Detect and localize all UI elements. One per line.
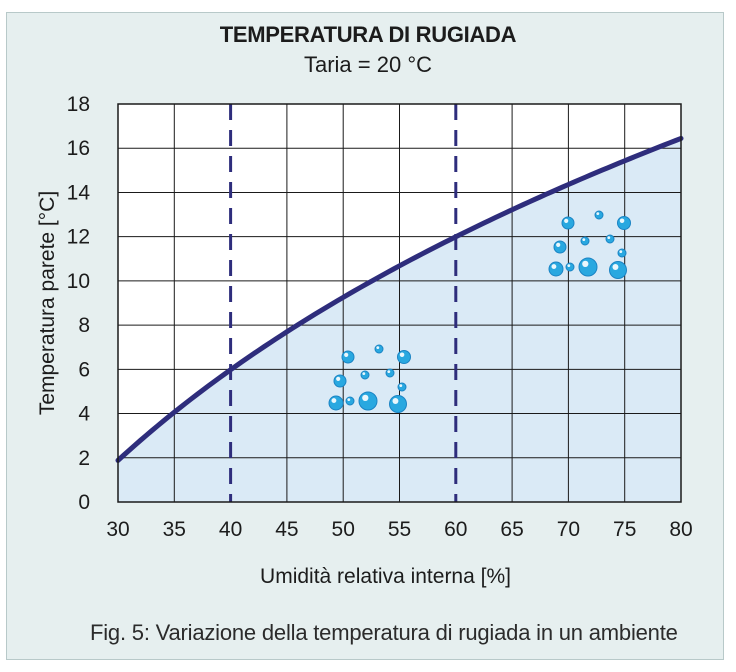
water-drop-icon (617, 248, 627, 258)
x-axis-label: Umidità relativa interna [%] (260, 565, 511, 588)
water-drop-icon (561, 216, 575, 230)
x-tick-label: 55 (388, 518, 411, 541)
water-drop-highlight (556, 242, 561, 247)
water-drop-icon (580, 236, 590, 246)
figure-caption: Fig. 5: Variazione della temperatura di … (90, 620, 678, 645)
water-drop-icon (389, 395, 407, 413)
y-axis-label: Temperatura parete [°C] (36, 191, 59, 415)
water-drop-highlight (376, 346, 380, 349)
water-drop-highlight (362, 394, 369, 401)
water-drop-icon (609, 261, 627, 279)
x-tick-label: 40 (219, 518, 242, 541)
water-drop-highlight (607, 236, 611, 240)
water-drop-icon (553, 240, 567, 254)
water-drop-highlight (619, 250, 623, 254)
water-drop-highlight (567, 264, 571, 267)
water-drop-highlight (551, 264, 557, 269)
x-tick-label: 45 (275, 518, 298, 541)
water-drop-highlight (564, 218, 569, 223)
x-tick-label: 50 (332, 518, 355, 541)
water-drop-icon (548, 261, 564, 277)
x-tick-label: 70 (557, 518, 580, 541)
x-tick-label: 65 (500, 518, 523, 541)
water-drop-highlight (347, 398, 351, 401)
water-drop-icon (605, 234, 615, 244)
water-drop-highlight (619, 218, 625, 224)
y-tick-label: 2 (78, 447, 90, 470)
water-drop-highlight (362, 372, 366, 375)
water-drop-icon (358, 391, 378, 411)
water-drop-icon (333, 374, 347, 388)
water-drop-highlight (336, 376, 341, 381)
water-drop-icon (617, 216, 631, 230)
x-tick-label: 30 (106, 518, 129, 541)
water-drop-highlight (392, 398, 399, 404)
water-drop-icon (328, 395, 344, 411)
y-tick-label: 0 (78, 491, 90, 514)
water-drop-icon (397, 350, 411, 364)
y-tick-label: 6 (78, 358, 90, 381)
y-tick-label: 14 (67, 181, 91, 204)
water-drop-highlight (596, 212, 600, 216)
chart-subtitle: Taria = 20 °C (303, 52, 433, 77)
water-drop-highlight (344, 352, 349, 357)
water-drop-highlight (399, 384, 403, 387)
water-drop-icon (385, 368, 395, 378)
water-drop-icon (578, 257, 598, 277)
water-drop-highlight (582, 238, 586, 242)
plot-frame (117, 103, 682, 503)
x-tick-label: 75 (613, 518, 636, 541)
water-drop-icon (345, 396, 355, 406)
water-drop-highlight (399, 352, 405, 357)
y-tick-label: 12 (67, 226, 90, 249)
dew-point-curve (115, 135, 684, 463)
water-drop-icon (341, 350, 355, 364)
y-tick-label: 16 (67, 137, 90, 160)
x-tick-label: 60 (444, 518, 467, 541)
water-drop-highlight (331, 398, 337, 403)
x-tick-label: 35 (163, 518, 186, 541)
water-drop-icon (594, 210, 604, 220)
water-drop-icon (397, 382, 407, 392)
water-drop-highlight (387, 370, 391, 373)
y-tick-label: 8 (78, 314, 90, 337)
water-drop-icon (565, 262, 575, 272)
water-drop-highlight (582, 260, 589, 267)
water-drop-icon (374, 344, 384, 354)
y-tick-label: 18 (67, 93, 90, 116)
water-drop-highlight (612, 264, 619, 270)
water-drop-icon (360, 370, 370, 380)
x-tick-label: 80 (669, 518, 692, 541)
y-tick-label: 4 (78, 403, 90, 426)
chart-title: TEMPERATURA DI RUGIADA (219, 22, 517, 47)
y-tick-label: 10 (67, 270, 90, 293)
